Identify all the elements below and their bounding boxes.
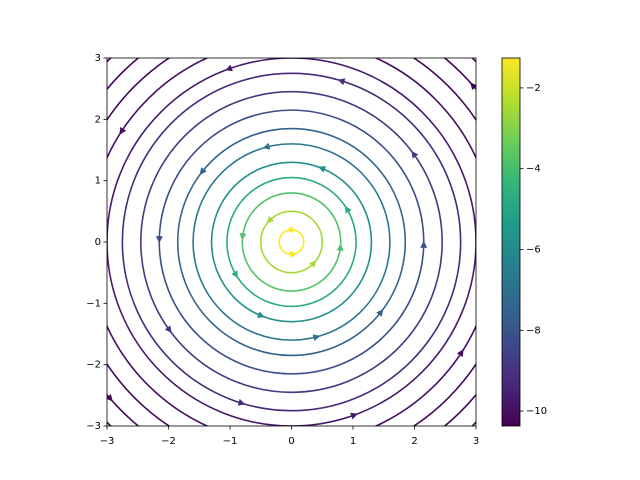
colorbar-tick-label: −2: [526, 83, 541, 94]
colorbar-tick-label: −8: [526, 325, 541, 336]
y-tick-label: 2: [95, 114, 101, 125]
streamline-arrow: [345, 205, 352, 214]
streamline-arrow: [411, 150, 419, 159]
streamline: [241, 192, 342, 292]
x-tick-label: −3: [100, 436, 115, 447]
x-tick-label: 3: [473, 436, 479, 447]
streamline-arrow: [350, 412, 358, 420]
streamline-arrow: [318, 166, 327, 173]
streamline-arrow: [420, 240, 428, 248]
y-tick-label: 0: [95, 237, 101, 248]
streamline: [107, 58, 476, 426]
colorbar: [501, 57, 521, 427]
streamline-arrow: [256, 311, 265, 318]
streamline-arrow: [164, 325, 172, 334]
streamline-arrow: [231, 270, 238, 279]
streamline: [140, 90, 443, 394]
x-tick-label: 2: [411, 436, 417, 447]
streamline-arrow: [266, 216, 274, 224]
colorbar-tick-label: −10: [526, 406, 547, 417]
streamline-arrow: [312, 334, 321, 342]
y-tick-label: −3: [86, 421, 101, 432]
x-tick-label: −2: [161, 436, 176, 447]
colorbar-tick-label: −6: [526, 244, 541, 255]
streamline: [192, 143, 391, 341]
streamline: [278, 228, 305, 256]
streamline-arrow: [289, 251, 298, 259]
x-tick-label: 1: [350, 436, 356, 447]
streamline: [107, 58, 476, 426]
streamline-arrow: [337, 78, 346, 86]
streamline: [107, 58, 476, 426]
y-tick-label: −1: [86, 298, 101, 309]
streamline-arrow: [309, 260, 317, 268]
streamline-arrow: [376, 309, 384, 317]
streamline-arrow: [470, 82, 476, 91]
streamline: [121, 72, 462, 412]
streamline-arrow: [119, 126, 127, 135]
y-tick-label: 1: [95, 176, 101, 187]
streamline-arrow: [225, 64, 233, 72]
colorbar-tick-label: −4: [526, 164, 541, 175]
x-tick-label: 0: [288, 436, 294, 447]
streamline-arrow: [285, 225, 294, 233]
streamline-arrow: [239, 233, 247, 241]
y-tick-label: −2: [86, 360, 101, 371]
streamline-arrow: [237, 398, 246, 406]
streamline-arrow: [67, 254, 74, 261]
streamline: [259, 210, 324, 274]
streamline: [158, 109, 425, 375]
x-tick-label: −1: [223, 436, 238, 447]
streamline: [107, 58, 476, 426]
streamline-arrow: [155, 236, 163, 244]
y-tick-label: 3: [95, 53, 101, 64]
streamline-arrow: [336, 243, 344, 251]
streamline: [176, 127, 407, 357]
streamline: [210, 161, 373, 323]
streamline-arrow: [199, 167, 207, 175]
streamline-arrow: [262, 142, 271, 150]
streamline: [107, 58, 476, 426]
axes-frame: [106, 57, 477, 427]
streamline: [226, 176, 357, 308]
plot-area: [67, 58, 476, 426]
streamline-arrow: [107, 393, 113, 402]
streamline-arrow: [456, 349, 464, 358]
